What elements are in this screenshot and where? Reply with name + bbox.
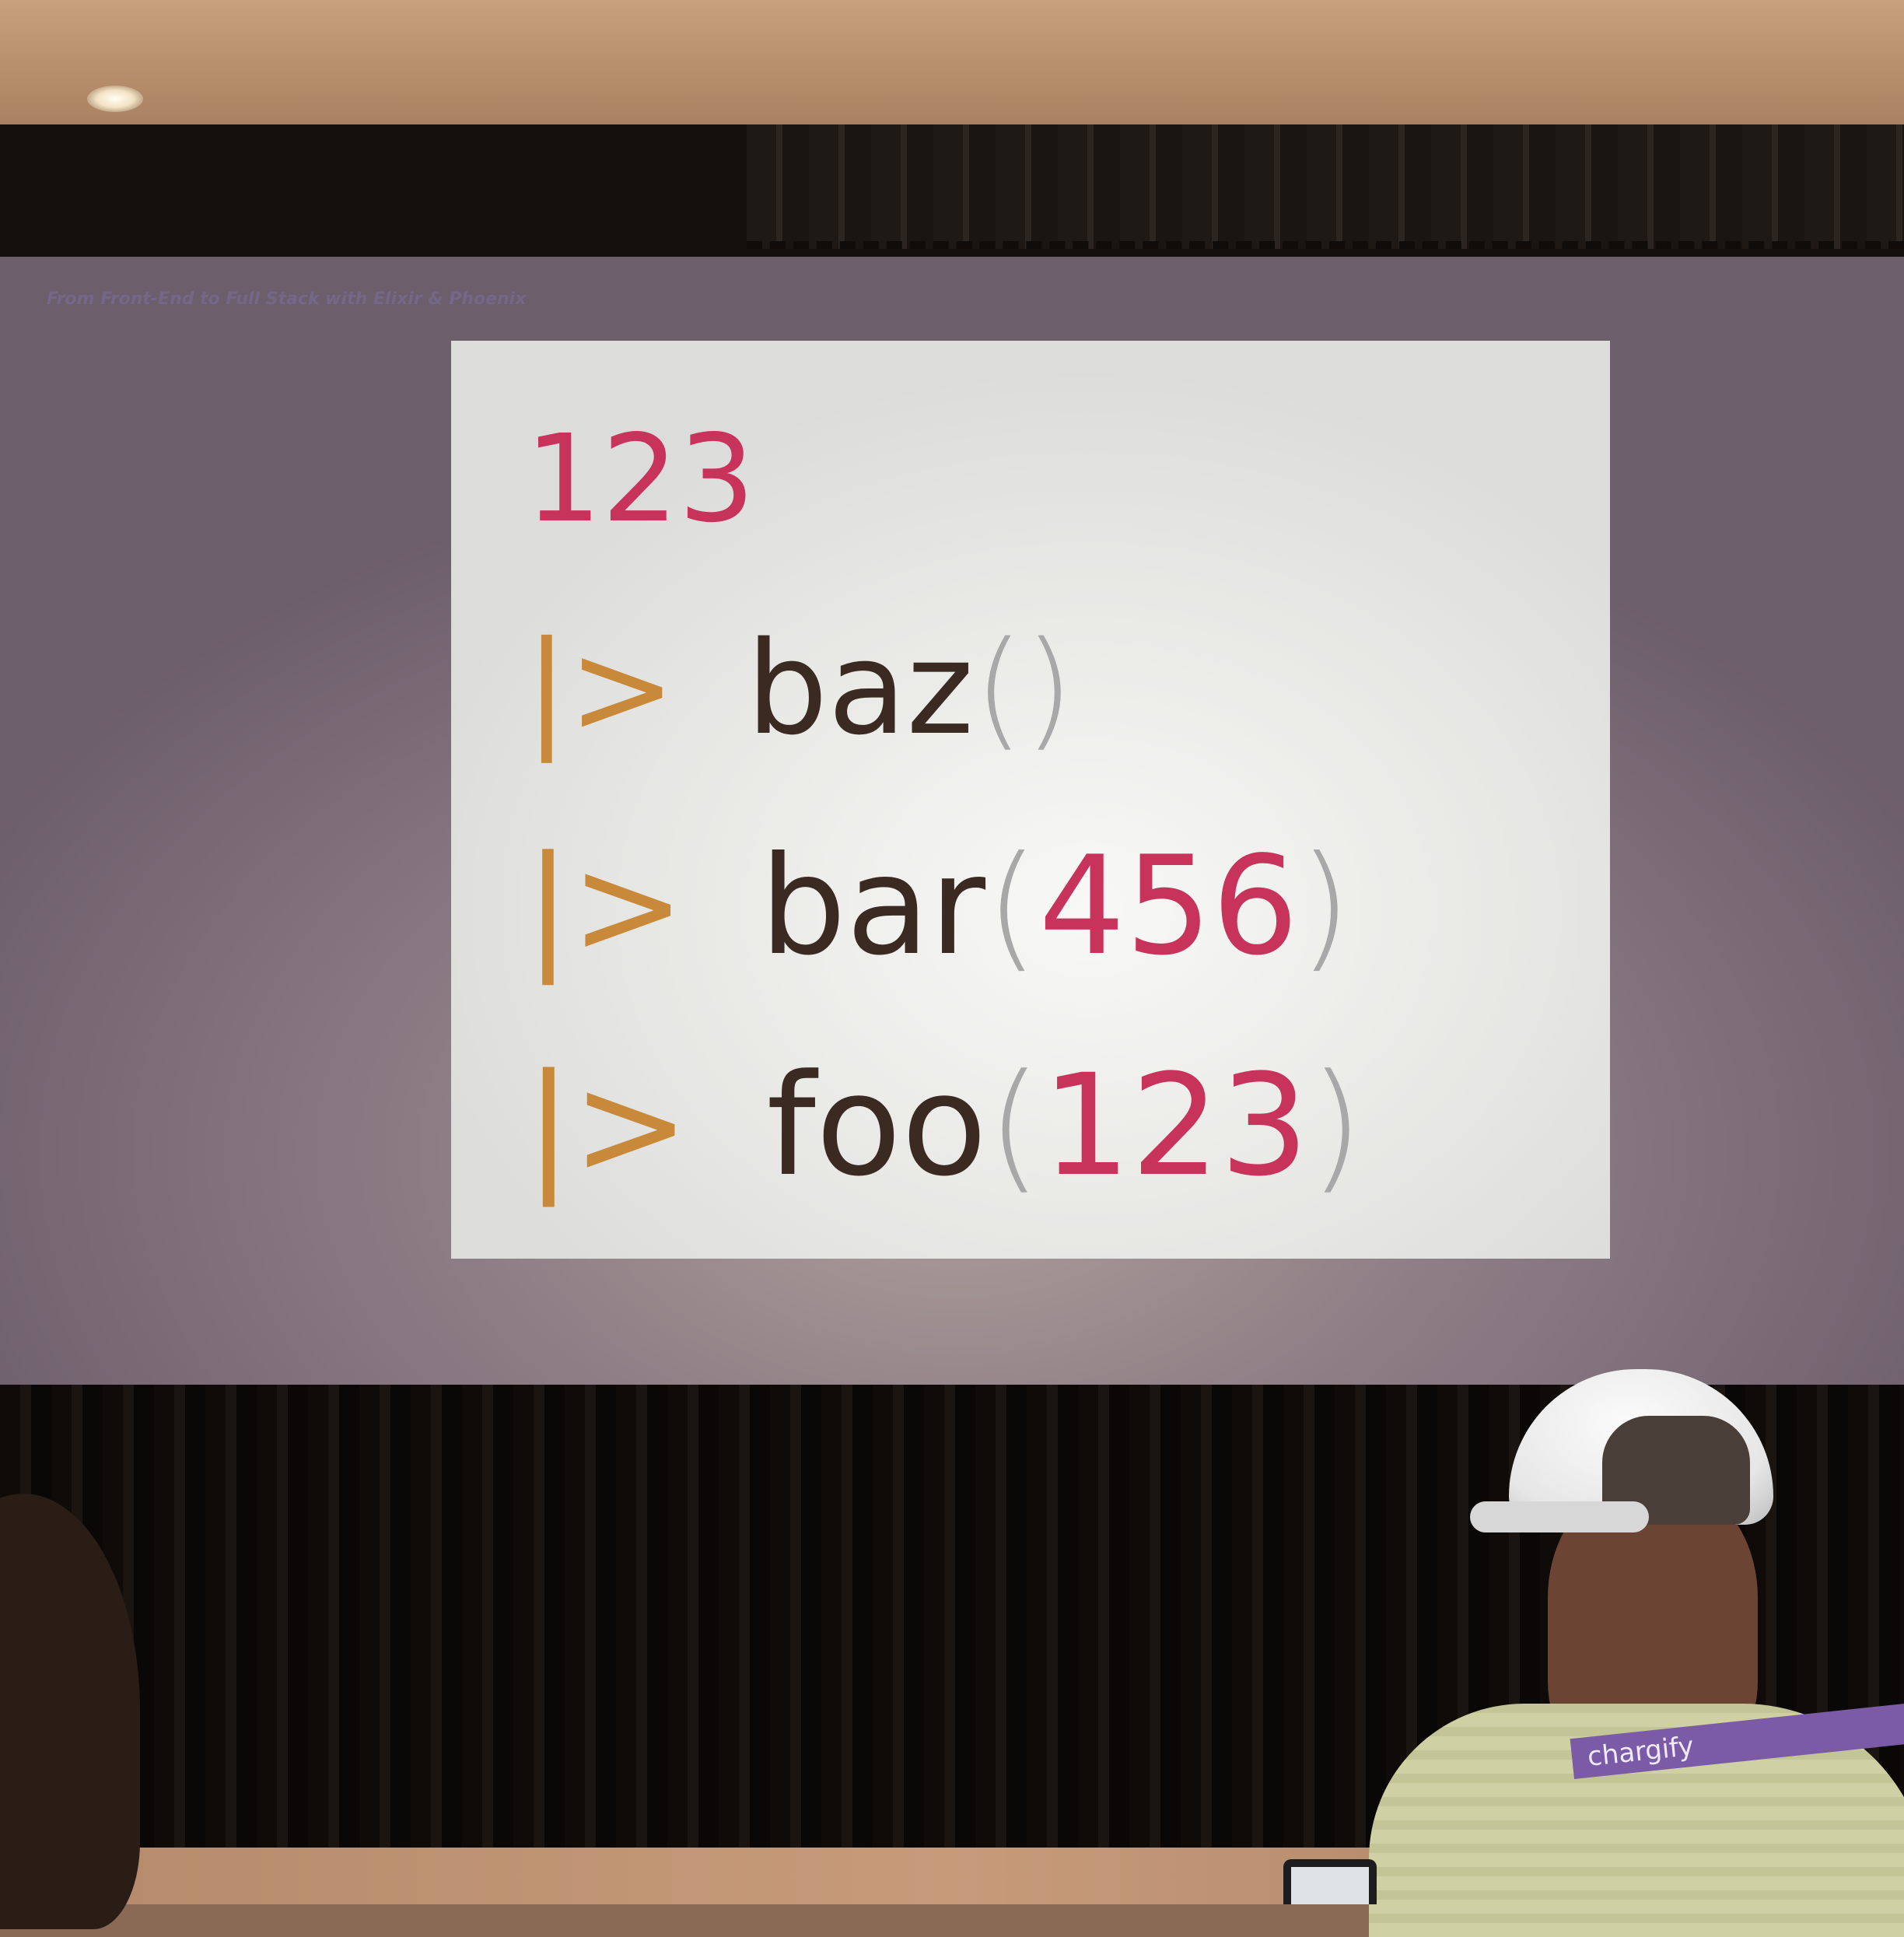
function-name: baz: [746, 614, 975, 763]
function-name: bar: [759, 828, 986, 986]
attendee-with-cap: chargify: [1369, 1369, 1904, 1937]
open-paren: (: [974, 614, 1024, 763]
laptop: [1283, 1859, 1377, 1904]
cap-brim: [1470, 1501, 1649, 1532]
open-paren: (: [985, 828, 1039, 986]
close-paren: ): [1308, 1045, 1364, 1207]
pipe-operator: |>: [525, 614, 676, 763]
code-line-foo: |> foo(123): [525, 1056, 1363, 1196]
function-argument: 123: [1041, 1045, 1309, 1207]
curtain-valance: [747, 124, 1904, 249]
slide-title: From Front-End to Full Stack with Elixir…: [47, 289, 527, 309]
code-line-bar: |> bar(456): [525, 839, 1352, 975]
pipe-operator: |>: [525, 828, 685, 986]
ceiling-light: [87, 86, 143, 112]
function-name: foo: [766, 1045, 988, 1207]
code-slide-box: 123 |> baz() |> bar(456) |> foo(123): [451, 341, 1610, 1259]
pipe-operator: |>: [525, 1045, 690, 1207]
code-number: 123: [525, 408, 755, 549]
open-paren: (: [987, 1045, 1042, 1207]
function-argument: 456: [1038, 828, 1299, 986]
code-line-initial-value: 123: [525, 419, 755, 539]
close-paren: ): [1298, 828, 1352, 986]
laptop-screen: [1291, 1867, 1369, 1904]
ceiling: [0, 0, 1904, 132]
code-line-baz: |> baz(): [525, 625, 1074, 753]
close-paren: ): [1024, 614, 1074, 763]
